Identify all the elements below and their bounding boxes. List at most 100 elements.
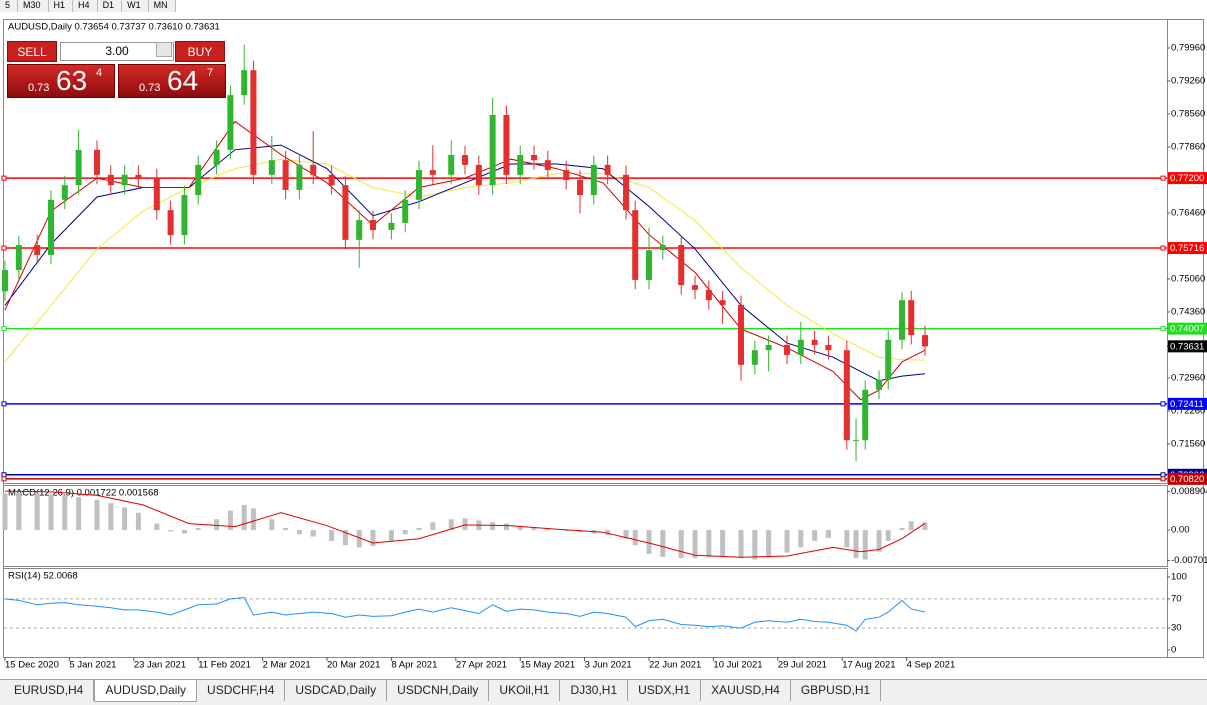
macd-bar	[632, 530, 638, 546]
x-tick-label: 17 Aug 2021	[842, 660, 895, 671]
chart-frame	[3, 19, 1204, 658]
macd-bar	[356, 530, 362, 548]
timeframe-button[interactable]: H1	[49, 0, 74, 12]
y-tick-label: 0.00	[1171, 525, 1190, 536]
level-handle	[1, 476, 7, 482]
candle-body	[213, 149, 220, 165]
level-handle	[1, 175, 7, 181]
level-label-box	[1168, 242, 1207, 255]
level-handle	[1, 326, 7, 332]
lot-up[interactable]	[156, 42, 172, 57]
timeframe-button[interactable]: M30	[18, 0, 49, 12]
candle-body	[678, 245, 685, 286]
macd-bar	[646, 530, 652, 554]
candle-body	[531, 155, 538, 161]
timeframe-button[interactable]: H4	[73, 0, 98, 12]
lot-input[interactable]: 3.00	[60, 42, 174, 61]
timeframe-button[interactable]: D1	[98, 0, 123, 12]
macd-bar	[812, 530, 818, 541]
level-handle	[1160, 476, 1166, 482]
chart-tab[interactable]: AUDUSD,Daily	[94, 680, 198, 702]
level-label: 0.75716	[1170, 243, 1204, 254]
candle-body	[135, 174, 142, 179]
macd-bar	[342, 530, 348, 546]
timeframe-toolbar: 5 M30 H1 H4 D1 W1 MN	[0, 0, 176, 12]
candle-body	[227, 95, 234, 150]
chart-tab[interactable]: XAUUSD,H4	[701, 680, 791, 701]
candle-body	[241, 70, 248, 96]
level-label-box	[1168, 172, 1207, 185]
candle-body	[738, 304, 745, 365]
panel-title: RSI(14) 52.0068	[8, 571, 78, 582]
macd-bar	[250, 508, 256, 531]
panel-title: AUDUSD,Daily 0.73654 0.73737 0.73610 0.7…	[8, 22, 220, 33]
candle-body	[388, 222, 395, 230]
timeframe-button[interactable]: 5	[0, 0, 19, 12]
bid-small: 4	[96, 67, 103, 79]
panel-frame	[3, 485, 1168, 567]
bid-prefix: 0.73	[28, 82, 50, 94]
chart-tab[interactable]: USDCAD,Daily	[285, 680, 388, 701]
macd-bar	[214, 519, 220, 531]
y-tick-label: 0	[1171, 645, 1176, 656]
candle-body	[61, 185, 68, 200]
candle-body	[563, 170, 570, 180]
level-label-box	[1168, 472, 1207, 485]
bid-price[interactable]: 0.73 63 4	[7, 64, 115, 98]
x-tick-label: 11 Feb 2021	[198, 660, 251, 671]
candle-body	[503, 114, 510, 175]
y-tick-label: 30	[1171, 623, 1182, 634]
level-handle	[1160, 472, 1166, 478]
candle-body	[705, 289, 712, 301]
timeframe-button[interactable]: W1	[122, 0, 149, 12]
candle-body	[416, 170, 423, 200]
chart-tab[interactable]: GBPUSD,H1	[791, 680, 882, 701]
y-tick-label: -0.00701	[1171, 555, 1207, 566]
y-tick-label: 0.77860	[1171, 142, 1205, 153]
panel-title: MACD(12,26,9) 0.001722 0.001568	[8, 488, 159, 499]
chart-tab[interactable]: DJ30,H1	[560, 680, 629, 701]
macd-bar	[135, 512, 141, 531]
candle-body	[908, 300, 915, 336]
candle-body	[517, 155, 524, 175]
candle-body	[429, 170, 436, 175]
macd-bar	[2, 493, 8, 531]
macd-bar	[108, 503, 114, 531]
sell-button[interactable]: SELL	[7, 41, 57, 62]
chart-tab[interactable]: EURUSD,H4	[4, 680, 95, 701]
candle-body	[268, 160, 275, 175]
macd-bar	[885, 530, 891, 541]
x-tick-label: 27 Apr 2021	[456, 660, 507, 671]
chart-tab[interactable]: USDX,H1	[628, 680, 702, 701]
y-tick-label: 0.74360	[1171, 306, 1205, 317]
candle-body	[94, 149, 101, 175]
candle-body	[659, 245, 666, 251]
candle-body	[843, 350, 850, 441]
x-tick-label: 23 Jan 2021	[134, 660, 186, 671]
candle-body	[692, 285, 699, 290]
macd-bar	[490, 522, 496, 531]
candle-body	[370, 220, 377, 230]
candle-body	[632, 210, 639, 280]
macd-bar	[416, 527, 422, 531]
chart-tab[interactable]: UKOil,H1	[489, 680, 561, 701]
level-handle	[1160, 175, 1166, 181]
candle-body	[462, 155, 469, 165]
chart-tab[interactable]: USDCHF,H4	[197, 680, 286, 701]
x-tick-label: 15 May 2021	[520, 660, 575, 671]
level-handle	[1160, 401, 1166, 407]
buy-button[interactable]: BUY	[175, 41, 225, 62]
macd-bar	[310, 530, 316, 537]
timeframe-button[interactable]: MN	[149, 0, 176, 12]
macd-bar	[269, 519, 275, 531]
candle-body	[899, 300, 906, 340]
current-price-box	[1168, 340, 1207, 353]
chart-tab[interactable]: USDCNH,Daily	[387, 680, 490, 701]
candle-body	[751, 350, 758, 365]
y-tick-label: 0.76460	[1171, 208, 1205, 219]
candle-body	[250, 70, 257, 175]
macd-bar	[563, 530, 569, 531]
ask-price[interactable]: 0.73 64 7	[118, 64, 226, 98]
candle-body	[195, 164, 202, 196]
